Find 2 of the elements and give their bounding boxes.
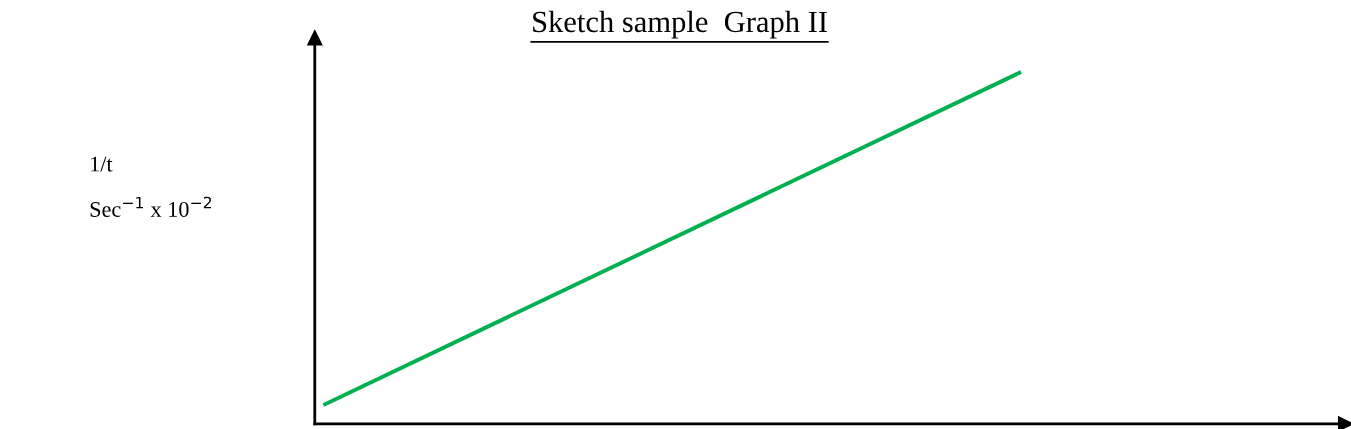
chart-title: Sketch sample Graph II (533, 10, 827, 39)
text: 1/t Sec$^{−1}$ x 10$^{−2}$ (90, 156, 212, 217)
